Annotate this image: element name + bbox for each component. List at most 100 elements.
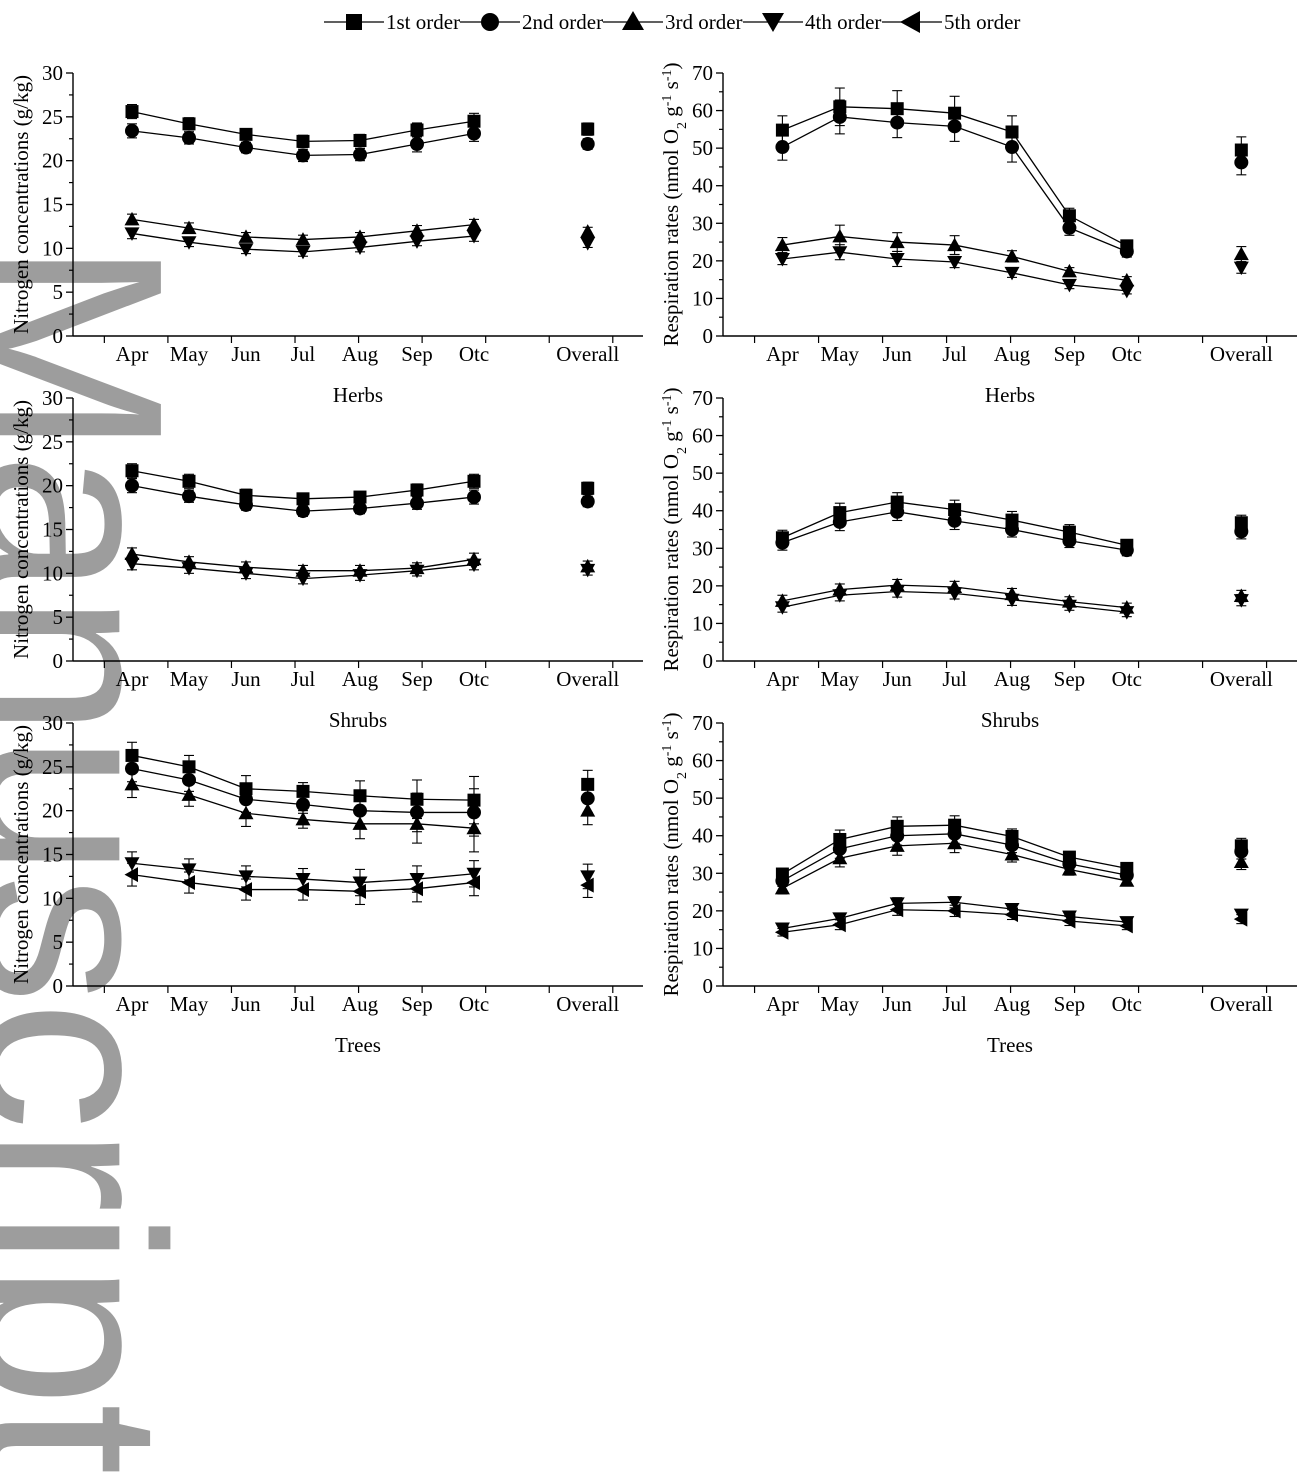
overall-point xyxy=(580,137,595,152)
data-point xyxy=(238,497,253,512)
legend-label: 4th order xyxy=(805,10,882,34)
data-point xyxy=(295,572,311,587)
circle-marker-icon xyxy=(460,13,520,31)
y-tick-label: 0 xyxy=(703,324,714,348)
chart-panel-respiration-middle: 0 10 20 30 40 50 60 70 Apr May Jun Jul Aug Sep Otc Over… xyxy=(659,383,1297,691)
data-point xyxy=(238,243,254,257)
x-tick-label: Aug xyxy=(342,667,379,691)
legend-entry-3rd-order: 3rd order xyxy=(603,8,753,36)
y-axis-label: Respiration rates (nmol O2 g-1 s-1) xyxy=(659,62,690,346)
data-point xyxy=(352,816,368,830)
data-point xyxy=(238,140,253,155)
data-point xyxy=(1004,248,1020,263)
y-tick-label: 30 xyxy=(42,386,63,410)
data-point xyxy=(1061,599,1077,614)
legend-entry-5th-order: 5th order xyxy=(882,8,1032,36)
data-point xyxy=(1004,907,1019,923)
data-point xyxy=(124,478,139,493)
overall-point xyxy=(1233,246,1249,261)
data-point xyxy=(181,220,197,235)
data-point xyxy=(181,863,197,877)
square-marker-icon xyxy=(324,14,384,30)
x-tick-label: Jun xyxy=(231,342,261,366)
x-tick-label: Apr xyxy=(766,992,799,1016)
data-point xyxy=(889,234,905,249)
data-point xyxy=(295,797,310,812)
triangle-up-marker-icon xyxy=(603,11,663,30)
data-point xyxy=(832,917,846,933)
panel-title: Herbs xyxy=(985,383,1035,407)
y-tick-label: 40 xyxy=(692,824,713,848)
data-point xyxy=(1119,918,1133,934)
y-tick-label: 50 xyxy=(692,136,713,160)
series-5th-order xyxy=(124,862,594,906)
series-2nd-order xyxy=(124,123,595,163)
series-1st-order xyxy=(775,87,1248,253)
data-point xyxy=(124,776,140,791)
data-point xyxy=(832,109,847,124)
overall-point xyxy=(581,122,595,136)
y-tick-label: 0 xyxy=(53,974,64,998)
y-axis-label-part: -1 xyxy=(660,69,675,81)
data-point xyxy=(889,902,904,918)
overall-point xyxy=(1233,854,1249,869)
chart-panel-nitrogen-bottom: 0 5 10 15 20 25 30 Apr May Jun Jul Aug Sep Otc Overall… xyxy=(9,708,643,1057)
data-point xyxy=(774,601,790,615)
y-tick-label: 30 xyxy=(692,211,713,235)
data-point xyxy=(947,119,962,134)
data-point xyxy=(295,148,310,163)
series-2nd-order xyxy=(775,502,1249,558)
data-point xyxy=(409,223,425,237)
y-tick-label: 20 xyxy=(692,249,713,273)
y-axis-label-part: s xyxy=(659,731,683,744)
y-tick-label: 20 xyxy=(42,474,63,498)
y-axis-label-part: g xyxy=(659,756,683,772)
x-tick-label: May xyxy=(170,992,209,1016)
x-tick-label: Otc xyxy=(1112,992,1142,1016)
data-point xyxy=(775,873,790,888)
y-tick-label: 70 xyxy=(692,61,713,85)
x-tick-label: May xyxy=(170,342,209,366)
y-tick-label: 60 xyxy=(692,99,713,123)
y-tick-label: 50 xyxy=(692,786,713,810)
data-point xyxy=(295,232,311,246)
overall-point xyxy=(581,481,595,495)
data-point xyxy=(948,503,962,517)
data-point xyxy=(352,147,367,162)
data-point xyxy=(832,246,848,260)
chart-panel-nitrogen-top: 0 5 10 15 20 25 30 Apr May Jun Jul Aug Sep Otc Overall… xyxy=(9,61,643,366)
y-axis-label-part: s xyxy=(659,406,683,419)
data-point xyxy=(124,867,138,883)
chart-panel-respiration-top: 0 10 20 30 40 50 60 70 Apr May Jun Jul Aug Sep Otc Over… xyxy=(659,61,1297,366)
data-point xyxy=(124,546,140,561)
data-point xyxy=(947,513,962,528)
data-point xyxy=(181,130,196,145)
x-tick-label-overall: Overall xyxy=(556,342,619,366)
x-tick-label: May xyxy=(821,992,860,1016)
data-point xyxy=(295,882,309,898)
data-point xyxy=(1062,220,1077,235)
data-point xyxy=(239,488,253,502)
data-point xyxy=(889,585,905,599)
series-5th-order xyxy=(774,902,1248,940)
data-point xyxy=(1061,913,1076,929)
y-tick-label: 20 xyxy=(42,149,63,173)
x-tick-label-overall: Overall xyxy=(1210,992,1273,1016)
data-point xyxy=(238,229,254,243)
data-point xyxy=(774,880,790,895)
data-point xyxy=(466,820,482,835)
data-point xyxy=(410,483,424,497)
x-tick-label: Jul xyxy=(942,667,967,691)
x-tick-label: Jul xyxy=(942,992,967,1016)
x-tick-label: Otc xyxy=(459,992,489,1016)
data-point xyxy=(409,496,424,511)
y-axis-label-part: ) xyxy=(659,712,683,719)
data-point xyxy=(1005,522,1020,537)
series-4th-order xyxy=(124,227,596,260)
y-tick-label: 5 xyxy=(53,280,64,304)
y-tick-label: 30 xyxy=(692,861,713,885)
overall-point xyxy=(1234,524,1249,539)
x-tick-label: Sep xyxy=(401,667,433,691)
y-tick-label: 50 xyxy=(692,461,713,485)
y-tick-label: 0 xyxy=(703,649,714,673)
